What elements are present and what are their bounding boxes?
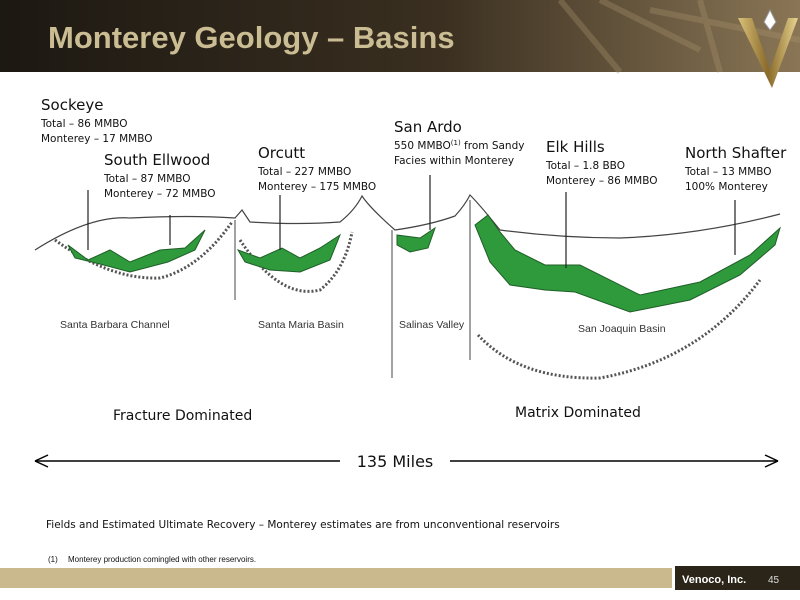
field-detail: 550 MMBO(1) from Sandy	[394, 139, 524, 152]
footer-box	[675, 566, 800, 590]
field-detail: Total – 227 MMBO	[257, 166, 351, 178]
field-name: North Shafter	[685, 144, 787, 162]
basin-label: San Joaquin Basin	[578, 323, 666, 335]
basin-floor	[54, 221, 234, 280]
basin-label: Santa Maria Basin	[258, 319, 344, 331]
monterey-layer	[474, 214, 781, 313]
field-detail: Monterey – 17 MMBO	[41, 133, 153, 145]
field-detail: Facies within Monterey	[394, 155, 514, 167]
field-detail: Total – 1.8 BBO	[545, 160, 625, 172]
surface	[34, 193, 781, 251]
monterey-layer	[396, 226, 436, 253]
field-detail: Total – 87 MMBO	[103, 173, 191, 185]
title: Monterey Geology – Basins	[48, 20, 455, 55]
footnote: Monterey production comingled with other…	[68, 555, 256, 564]
field-name: Orcutt	[258, 144, 305, 162]
monterey-layer	[67, 229, 206, 273]
footnote-ref: (1)	[451, 139, 461, 147]
pointer	[87, 175, 736, 268]
logo	[738, 18, 798, 88]
page-number: 45	[768, 575, 780, 586]
detail-part: from Sandy	[461, 140, 525, 152]
monterey-layer	[236, 233, 342, 273]
scale-label: 135 Miles	[357, 452, 434, 471]
header-band	[0, 0, 800, 72]
section-divider	[234, 200, 471, 378]
footnote-marker: (1)	[48, 555, 58, 564]
footer-band	[0, 568, 672, 588]
field-detail: Monterey – 86 MMBO	[546, 175, 658, 187]
basin-floor	[476, 279, 762, 380]
header-texture	[557, 0, 800, 74]
scale-arrow	[34, 454, 779, 468]
field-detail: Total – 13 MMBO	[684, 166, 772, 178]
logo-drop	[763, 8, 777, 31]
basin-label: Santa Barbara Channel	[60, 319, 170, 331]
cross-section	[34, 175, 781, 380]
field-detail: Total – 86 MMBO	[40, 118, 128, 130]
field-detail: 100% Monterey	[685, 181, 768, 193]
regime-label: Matrix Dominated	[515, 405, 641, 421]
regime-label: Fracture Dominated	[113, 408, 252, 424]
field-name: San Ardo	[394, 118, 462, 136]
caption: Fields and Estimated Ultimate Recovery –…	[46, 519, 560, 531]
basin-label: Salinas Valley	[399, 319, 465, 331]
field-name: Elk Hills	[546, 138, 605, 156]
field-detail: Monterey – 72 MMBO	[104, 188, 216, 200]
basin-floor	[238, 231, 354, 293]
company: Venoco, Inc.	[682, 574, 746, 586]
field-name: Sockeye	[41, 96, 103, 114]
field-detail: Monterey – 175 MMBO	[258, 181, 376, 193]
field-name: South Ellwood	[104, 151, 210, 169]
detail-part: 550 MMBO	[394, 140, 451, 152]
